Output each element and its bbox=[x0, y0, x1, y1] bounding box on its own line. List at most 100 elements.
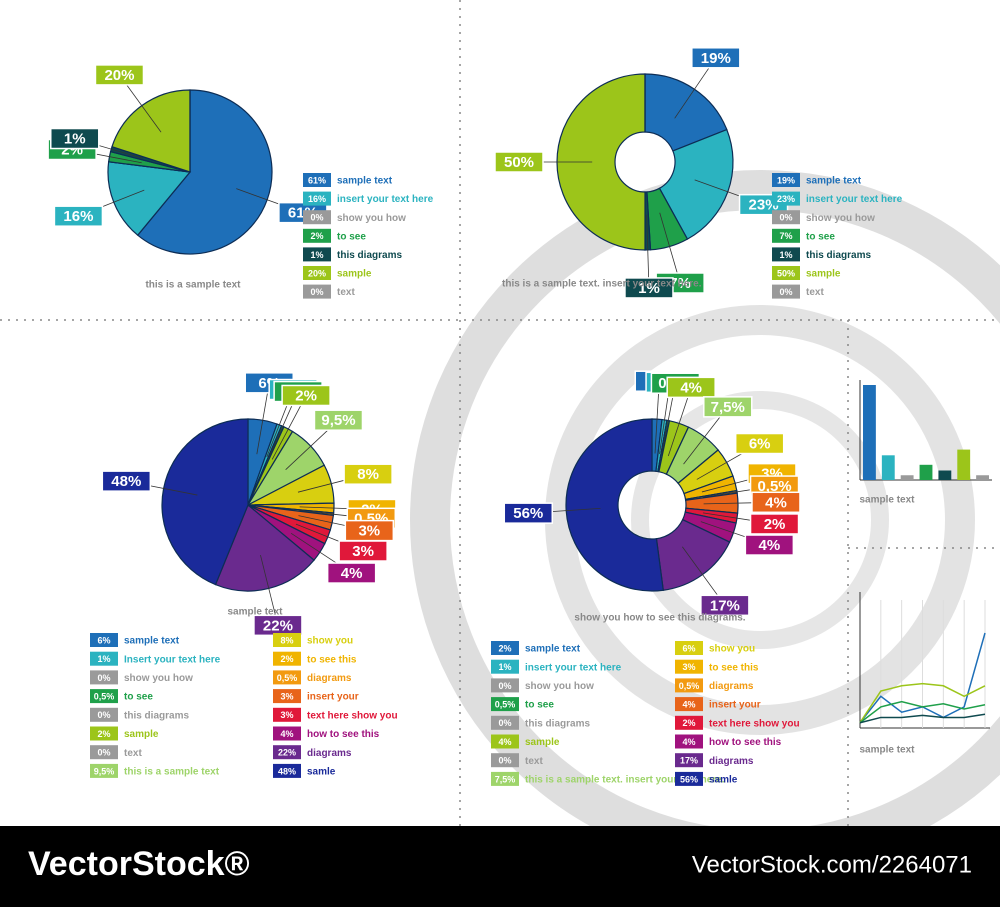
legend-label: to see bbox=[525, 700, 554, 711]
footer-url: VectorStock.com/2264071 bbox=[692, 851, 972, 878]
legend-swatch bbox=[772, 266, 800, 280]
legend-swatch bbox=[90, 707, 118, 722]
legend-label: to see bbox=[124, 692, 153, 703]
legend-swatch bbox=[90, 763, 118, 778]
legend-swatch bbox=[675, 771, 703, 786]
legend-value: 20% bbox=[308, 268, 326, 278]
callout-label: 19% bbox=[701, 50, 731, 67]
callout-box bbox=[751, 491, 801, 514]
legend-swatch bbox=[772, 228, 800, 243]
legend-value: 0% bbox=[779, 213, 792, 223]
legend-swatch bbox=[491, 753, 519, 768]
legend-label: how to see this bbox=[307, 729, 380, 740]
legend-value: 2% bbox=[280, 654, 293, 664]
legend-label: sample text bbox=[525, 644, 581, 655]
legend-label: how to see this bbox=[709, 737, 782, 748]
legend-value: 0% bbox=[498, 681, 511, 691]
legend-swatch bbox=[675, 715, 703, 730]
callout-label: 22% bbox=[263, 617, 293, 634]
legend-swatch bbox=[303, 266, 331, 280]
legend-label: show you how bbox=[337, 213, 406, 224]
dividers bbox=[0, 0, 1000, 826]
legend-swatch bbox=[491, 715, 519, 730]
callout-box bbox=[53, 205, 104, 227]
legend-value: 4% bbox=[280, 729, 293, 739]
callout-box bbox=[703, 396, 753, 418]
callout-box bbox=[313, 409, 364, 431]
legend-value: 0% bbox=[97, 748, 110, 758]
legend-value: 1% bbox=[310, 250, 323, 260]
callout-box bbox=[101, 470, 152, 492]
legend-label: sample text bbox=[124, 636, 180, 647]
callout-label: 3% bbox=[358, 523, 380, 540]
legend-label: insert your text here bbox=[806, 194, 903, 205]
legend-label: this diagrams bbox=[525, 718, 590, 729]
callout-box bbox=[494, 151, 544, 173]
legend-label: this is a sample text bbox=[124, 767, 220, 778]
legend-swatch bbox=[303, 210, 331, 225]
legend-value: 2% bbox=[310, 231, 323, 241]
legend-value: 0,5% bbox=[679, 681, 700, 691]
callout-box bbox=[281, 384, 331, 407]
callout-label: 50% bbox=[504, 154, 534, 171]
legend-value: 7% bbox=[779, 231, 792, 241]
bar bbox=[957, 449, 971, 480]
legend-label: samle bbox=[307, 767, 336, 778]
callout-label: 2% bbox=[764, 516, 786, 533]
callout-box bbox=[94, 64, 145, 86]
legend-label: Insert your text here bbox=[124, 654, 221, 665]
legend-label: to see bbox=[337, 231, 366, 242]
legend-swatch bbox=[303, 228, 331, 243]
legend-value: 0,5% bbox=[277, 673, 298, 683]
legend-label: show you how bbox=[124, 673, 193, 684]
legend-value: 0,5% bbox=[495, 699, 516, 709]
legend-label: this diagrams bbox=[806, 250, 871, 261]
legend-value: 1% bbox=[779, 250, 792, 260]
legend-swatch bbox=[90, 670, 118, 685]
legend-label: show you bbox=[709, 644, 755, 655]
legend-swatch bbox=[675, 678, 703, 693]
callout-label: 8% bbox=[357, 466, 379, 483]
legend-value: 0% bbox=[97, 673, 110, 683]
legend-value: 48% bbox=[278, 766, 296, 776]
slice bbox=[658, 128, 734, 240]
legend-label: insert your bbox=[307, 692, 359, 703]
bar bbox=[900, 475, 914, 480]
legend-swatch bbox=[273, 745, 301, 760]
legend-label: sample text bbox=[806, 176, 862, 187]
callout-label: 56% bbox=[513, 505, 543, 522]
legend-swatch bbox=[303, 284, 331, 299]
legend-label: sample bbox=[525, 737, 560, 748]
callout-label: 1% bbox=[64, 130, 86, 147]
legend-label: to see bbox=[806, 231, 835, 242]
legend-value: 50% bbox=[777, 268, 795, 278]
legend-value: 4% bbox=[498, 737, 511, 747]
legend-label: to see this bbox=[709, 662, 759, 673]
bar bbox=[938, 470, 952, 480]
legend-swatch bbox=[491, 734, 519, 749]
legend-swatch bbox=[273, 763, 301, 778]
legend-value: 0% bbox=[779, 287, 792, 297]
legend-label: this diagrams bbox=[337, 250, 402, 261]
legend-swatch bbox=[273, 689, 301, 704]
callout-box bbox=[503, 502, 554, 524]
legend-swatch bbox=[90, 745, 118, 760]
callout-label: 4% bbox=[680, 379, 702, 396]
callout-label: 20% bbox=[104, 67, 134, 84]
callout-label: 17% bbox=[710, 597, 740, 614]
chart-caption: show you how to see this diagrams. bbox=[574, 613, 745, 624]
legend-label: text here show you bbox=[709, 718, 800, 729]
chart-caption: sample text bbox=[859, 495, 915, 506]
legend-value: 17% bbox=[680, 756, 698, 766]
legend-label: insert your text here bbox=[337, 194, 434, 205]
callout-label: 48% bbox=[111, 473, 141, 490]
legend-label: diagrams bbox=[709, 756, 754, 767]
callout-leader bbox=[260, 554, 279, 626]
callout-label: 1% bbox=[638, 280, 660, 297]
callout-label: 7% bbox=[669, 275, 691, 292]
legend-value: 1% bbox=[97, 654, 110, 664]
legend-swatch bbox=[772, 284, 800, 299]
legend-label: diagrams bbox=[307, 673, 352, 684]
legend-label: insert your bbox=[709, 700, 761, 711]
